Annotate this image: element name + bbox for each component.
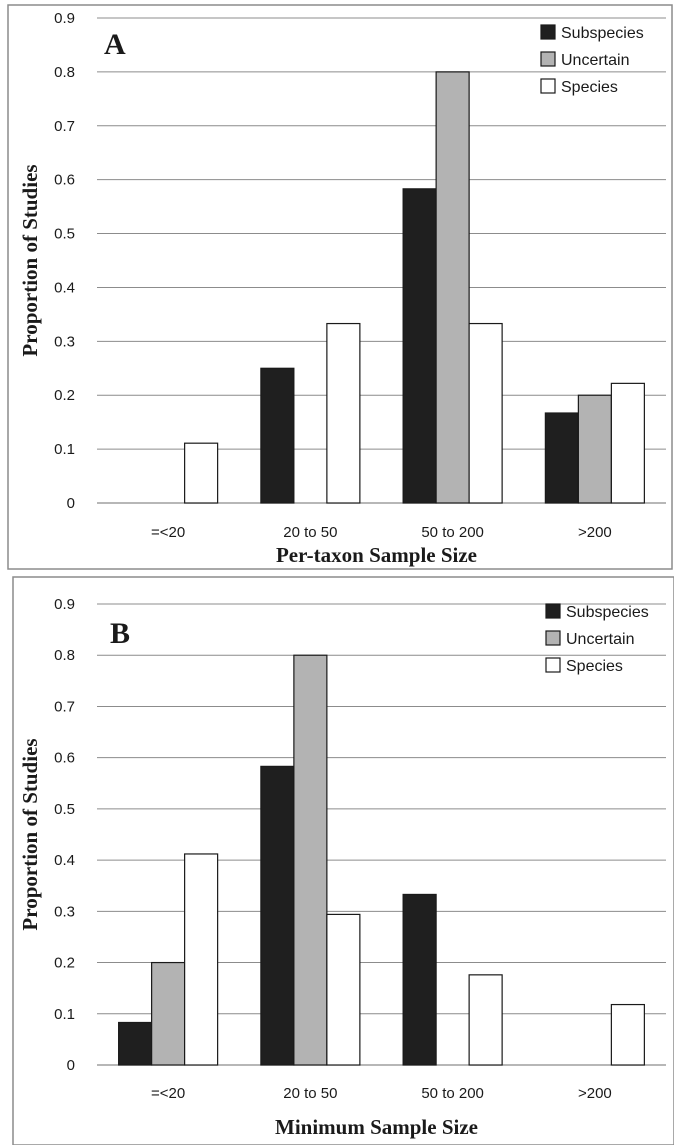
bar-species-4 bbox=[610, 382, 645, 504]
y-tick-label: 0.9 bbox=[54, 10, 75, 27]
y-tick-label: 0.8 bbox=[54, 64, 75, 81]
bar-subspecies-2 bbox=[260, 765, 295, 1066]
bar-uncertain-1 bbox=[151, 961, 186, 1066]
x-category-label: 20 to 50 bbox=[283, 1085, 337, 1102]
y-tick-label: 0.6 bbox=[54, 750, 75, 767]
bar-species-2 bbox=[326, 322, 361, 504]
bar-uncertain-3 bbox=[435, 71, 470, 504]
legend-swatch-species bbox=[540, 78, 556, 94]
bar-species-3 bbox=[468, 322, 503, 504]
bar-subspecies-4 bbox=[544, 412, 579, 504]
y-tick-label: 0.7 bbox=[54, 698, 75, 715]
bar-uncertain-2 bbox=[293, 654, 328, 1066]
y-tick-label: 0 bbox=[67, 495, 75, 512]
bar-subspecies-3 bbox=[402, 188, 437, 504]
y-axis-title: Proportion of Studies bbox=[18, 164, 42, 356]
panel-label: A bbox=[104, 28, 126, 61]
x-category-label: =<20 bbox=[151, 1085, 185, 1102]
bar-species-4 bbox=[610, 1003, 645, 1066]
legend: Subspecies Uncertain Species bbox=[540, 24, 644, 96]
x-category-label: >200 bbox=[578, 524, 612, 541]
y-tick-label: 0.5 bbox=[54, 226, 75, 243]
x-category-label: 50 to 200 bbox=[421, 1085, 484, 1102]
panel-label: B bbox=[110, 617, 130, 650]
bar-subspecies-2 bbox=[260, 367, 295, 504]
legend-swatch-subspecies bbox=[545, 603, 561, 619]
y-tick-label: 0.8 bbox=[54, 647, 75, 664]
panel-frame bbox=[12, 576, 674, 1145]
y-tick-label: 0 bbox=[67, 1057, 75, 1074]
y-tick-label: 0.9 bbox=[54, 596, 75, 613]
legend-swatch-uncertain bbox=[545, 630, 561, 646]
bar-species-1 bbox=[184, 853, 219, 1066]
y-tick-label: 0.4 bbox=[54, 279, 75, 296]
y-tick-label: 0.2 bbox=[54, 955, 75, 972]
legend-label-species: Species bbox=[561, 79, 618, 96]
legend-label-uncertain: Uncertain bbox=[561, 52, 629, 69]
bar-subspecies-3 bbox=[402, 893, 437, 1066]
bar-species-3 bbox=[468, 974, 503, 1066]
legend-label-uncertain: Uncertain bbox=[566, 631, 634, 648]
y-tick-label: 0.1 bbox=[54, 1006, 75, 1023]
y-tick-label: 0.7 bbox=[54, 118, 75, 135]
legend-label-species: Species bbox=[566, 658, 623, 675]
x-category-label: 50 to 200 bbox=[421, 524, 484, 541]
legend-label-subspecies: Subspecies bbox=[561, 25, 644, 42]
y-tick-label: 0.3 bbox=[54, 333, 75, 350]
legend-swatch-species bbox=[545, 657, 561, 673]
bar-species-2 bbox=[326, 913, 361, 1066]
panel-frame bbox=[7, 4, 673, 570]
y-axis-title: Proportion of Studies bbox=[18, 738, 42, 930]
x-category-label: =<20 bbox=[151, 524, 185, 541]
legend-swatch-uncertain bbox=[540, 51, 556, 67]
y-tick-label: 0.1 bbox=[54, 441, 75, 458]
y-tick-label: 0.5 bbox=[54, 801, 75, 818]
x-axis-title: Per-taxon Sample Size bbox=[276, 543, 477, 567]
legend: Subspecies Uncertain Species bbox=[545, 603, 649, 675]
bar-species-1 bbox=[184, 442, 219, 504]
bar-subspecies-1 bbox=[118, 1021, 153, 1066]
y-tick-label: 0.2 bbox=[54, 387, 75, 404]
x-axis-title: Minimum Sample Size bbox=[275, 1115, 478, 1139]
legend-label-subspecies: Subspecies bbox=[566, 604, 649, 621]
x-category-label: 20 to 50 bbox=[283, 524, 337, 541]
y-tick-label: 0.3 bbox=[54, 903, 75, 920]
x-category-label: >200 bbox=[578, 1085, 612, 1102]
y-tick-label: 0.6 bbox=[54, 172, 75, 189]
panel-a: 0 0.1 0.2 0.3 0.4 0.5 0.6 0.7 0.8 0.9 =<20 20 to 50… bbox=[7, 4, 673, 570]
panel-b: 0 0.1 0.2 0.3 0.4 0.5 0.6 0.7 0.8 0.9 =<20 20 to 50… bbox=[12, 576, 674, 1145]
y-tick-label: 0.4 bbox=[54, 852, 75, 869]
legend-swatch-subspecies bbox=[540, 24, 556, 40]
bar-uncertain-4 bbox=[577, 394, 612, 504]
